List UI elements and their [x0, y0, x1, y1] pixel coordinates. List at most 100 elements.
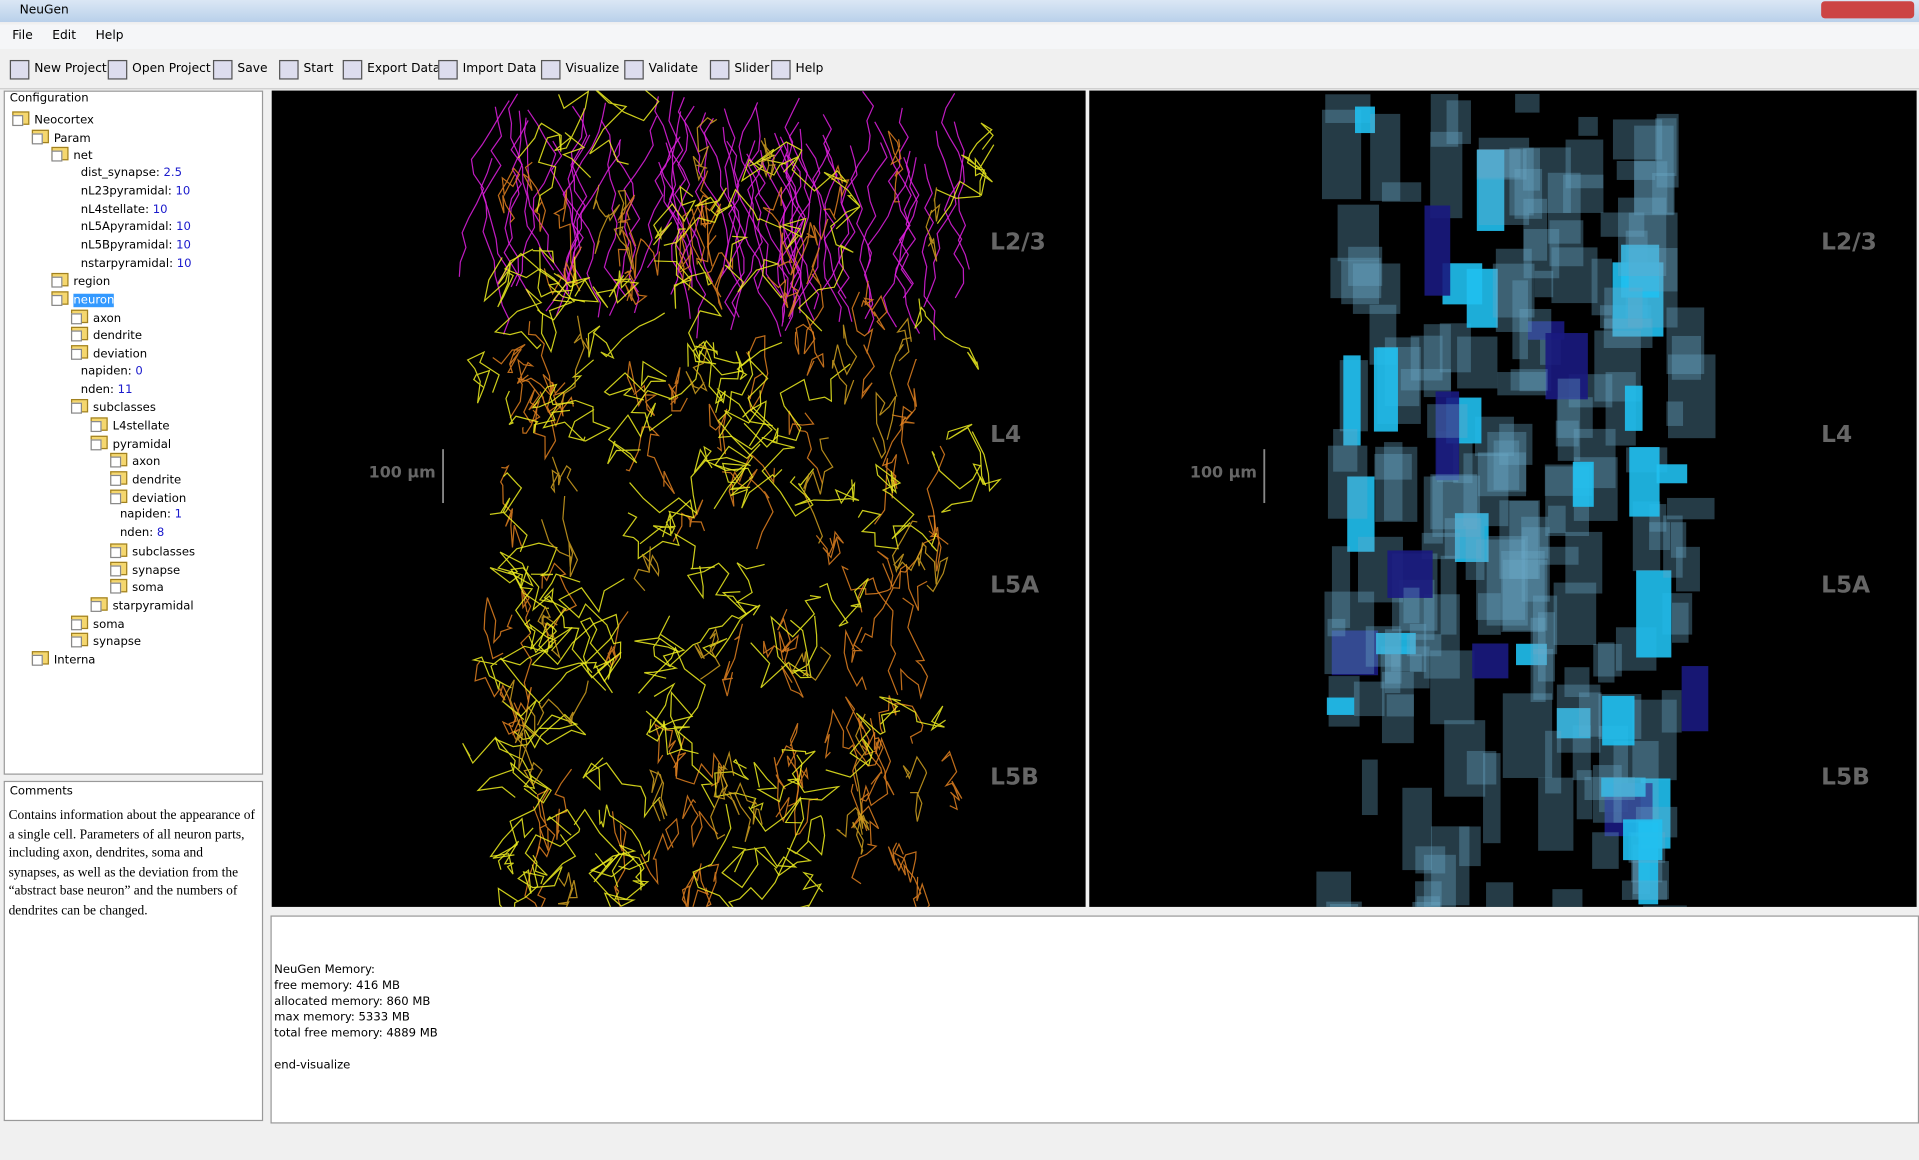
density-cell [1381, 182, 1422, 202]
tree-node[interactable]: napiden: 1 [120, 507, 182, 524]
tree-expander[interactable] [110, 456, 122, 468]
tree-expander[interactable] [90, 438, 102, 450]
menu-item[interactable]: File [12, 29, 33, 43]
density-cell [1499, 423, 1533, 465]
console-line: total free memory: 4889 MB [274, 1026, 438, 1041]
toolbar-button[interactable]: Start [279, 56, 333, 83]
toolbar-button[interactable]: New Project [9, 56, 107, 83]
tree-expander[interactable] [70, 330, 83, 342]
tree-expander[interactable] [70, 402, 83, 414]
density-cell [1547, 172, 1581, 244]
tree-node[interactable]: starpyramidal [90, 597, 194, 614]
tree-node[interactable]: dist_synapse: 2.5 [81, 165, 182, 182]
toolbar-button[interactable]: Export Data [342, 56, 440, 83]
tree-node[interactable]: Neocortex [12, 111, 94, 128]
density-cell [1578, 692, 1602, 737]
tree-node[interactable]: nden: 8 [120, 525, 164, 542]
tree-expander[interactable] [31, 133, 43, 145]
neurite [861, 731, 895, 796]
neurite [639, 499, 695, 545]
tree-node[interactable]: pyramidal [90, 435, 171, 452]
density-cell [1415, 846, 1446, 874]
neurite [902, 755, 928, 822]
density-cell [1331, 630, 1379, 676]
neurite [654, 96, 692, 273]
tree-node[interactable]: subclasses [70, 399, 156, 416]
neurite [542, 399, 611, 442]
tree-label: axon [132, 455, 161, 470]
density-cell [1430, 131, 1463, 219]
tree-node[interactable]: deviation [70, 345, 147, 362]
density-cell [1410, 335, 1443, 381]
neurite [685, 343, 708, 395]
neurite [708, 403, 728, 455]
density-cell [1545, 333, 1588, 400]
toolbar-button[interactable]: Slider [709, 56, 769, 83]
toolbar-label: New Project [34, 62, 107, 76]
density-cell [1497, 372, 1547, 396]
neuron-view[interactable]: L2/3 L4 L5A L5B 100 µm [271, 90, 1086, 907]
tree-node[interactable]: nstarpyramidal: 10 [81, 255, 192, 272]
tree-value: 1 [174, 508, 182, 522]
tree-expander[interactable] [90, 420, 102, 432]
tree-expander[interactable] [51, 151, 63, 163]
toolbar-button[interactable]: Save [212, 56, 267, 83]
window-controls[interactable] [1821, 1, 1915, 19]
density-cell [1465, 526, 1485, 580]
density-cell [1375, 446, 1418, 522]
density-cell [1326, 901, 1362, 907]
tree-expander[interactable] [70, 348, 83, 360]
tree-node[interactable]: nL4stellate: 10 [81, 201, 168, 218]
tree-node[interactable]: subclasses [110, 543, 195, 560]
tree-expander[interactable] [110, 492, 122, 504]
neurite [887, 107, 913, 285]
neurite [466, 350, 500, 404]
tree-node[interactable]: nL23pyramidal: 10 [81, 183, 191, 200]
density-cell [1327, 618, 1346, 637]
neurite [588, 844, 642, 907]
neurite [747, 106, 786, 283]
tree-expander[interactable] [110, 564, 122, 576]
density-cell [1624, 385, 1643, 431]
neurite [743, 363, 851, 448]
menu-item[interactable]: Help [95, 29, 124, 43]
neurite [501, 679, 536, 744]
tree-node[interactable]: deviation [110, 489, 186, 506]
density-cell [1329, 904, 1359, 907]
density-cell [1384, 649, 1401, 694]
tree-expander[interactable] [70, 636, 83, 648]
tree-node[interactable]: L4stellate [90, 417, 170, 434]
tree-expander[interactable] [12, 115, 24, 127]
density-cell [1636, 570, 1672, 658]
tree-expander[interactable] [70, 618, 83, 630]
neurite [860, 280, 888, 331]
menu-item[interactable]: Edit [52, 29, 77, 43]
tree-expander[interactable] [110, 474, 122, 486]
configuration-panel: Configuration Neocortex Param net dist_syna… [3, 90, 264, 775]
density-cell [1501, 551, 1545, 633]
tree-node[interactable]: nden: 11 [81, 381, 133, 398]
neurite [763, 631, 799, 661]
tree-expander[interactable] [31, 654, 43, 666]
tree-expander[interactable] [51, 276, 63, 288]
toolbar-button[interactable]: Import Data [438, 56, 536, 83]
tree-expander[interactable] [110, 546, 122, 558]
toolbar-button[interactable]: Validate [624, 56, 698, 83]
neurite [882, 150, 920, 328]
tree-expander[interactable] [70, 312, 83, 324]
density-view[interactable]: L2/3 L4 L5A L5B 100 µm [1089, 90, 1917, 907]
tree-expander[interactable] [110, 582, 122, 594]
toolbar-button[interactable]: Visualize [540, 56, 619, 83]
toolbar-button[interactable]: Help [771, 56, 823, 83]
toolbar-button[interactable]: Open Project [107, 56, 211, 83]
tree-node[interactable]: nL5Bpyramidal: 10 [81, 237, 191, 254]
tree-label: nL5Apyramidal: [80, 220, 173, 234]
tree-label: dendrite [132, 473, 182, 488]
tree-expander[interactable] [51, 294, 63, 306]
neurite [517, 122, 562, 212]
tree-expander[interactable] [90, 600, 102, 612]
tree-node[interactable]: napiden: 0 [81, 363, 143, 380]
tree-node[interactable]: nL5Apyramidal: 10 [81, 219, 191, 236]
layer-label: L5A [1821, 571, 1870, 598]
neurite [524, 806, 546, 907]
